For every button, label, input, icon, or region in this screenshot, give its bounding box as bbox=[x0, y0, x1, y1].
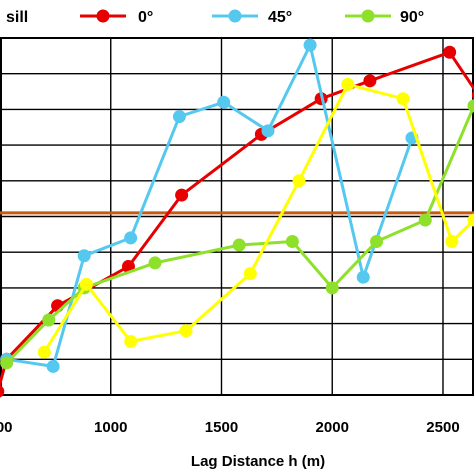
data-point bbox=[79, 277, 93, 291]
data-point bbox=[37, 345, 51, 359]
data-point bbox=[0, 385, 5, 398]
legend-swatch-marker bbox=[228, 9, 242, 23]
data-point bbox=[217, 95, 231, 109]
data-point bbox=[46, 359, 60, 373]
legend-label: 45° bbox=[268, 9, 292, 26]
data-point bbox=[356, 270, 370, 284]
x-tick-label: 2500 bbox=[426, 419, 459, 436]
x-axis-label: Lag Distance h (m) bbox=[191, 453, 325, 470]
data-point bbox=[325, 281, 339, 295]
data-point bbox=[0, 356, 14, 370]
data-point bbox=[341, 77, 355, 91]
data-point bbox=[471, 90, 474, 100]
legend: sill 0° 45° 90° bbox=[6, 9, 424, 26]
series-line bbox=[43, 82, 474, 353]
data-point bbox=[303, 38, 317, 52]
legend-label-sill: sill bbox=[6, 9, 28, 26]
x-tick-label: 500 bbox=[0, 419, 13, 436]
series-line bbox=[0, 50, 474, 390]
x-tick-label: 1000 bbox=[94, 419, 127, 436]
grid bbox=[0, 37, 474, 396]
data-point bbox=[285, 234, 299, 248]
data-point bbox=[467, 213, 474, 227]
legend-label: 90° bbox=[400, 9, 424, 26]
data-point bbox=[175, 188, 189, 202]
data-point bbox=[77, 249, 91, 263]
legend-swatch-marker bbox=[361, 9, 375, 23]
data-point bbox=[370, 234, 384, 248]
data-point bbox=[396, 92, 410, 106]
x-tick-labels: 500 1000 1500 2000 2500 bbox=[0, 419, 460, 436]
series-1 bbox=[0, 45, 474, 398]
data-point bbox=[467, 99, 474, 113]
data-point bbox=[148, 256, 162, 270]
series-line bbox=[5, 105, 474, 364]
legend-entry-1: 0° bbox=[80, 9, 153, 26]
legend-entry-2: 45° bbox=[212, 9, 292, 26]
data-point bbox=[124, 231, 138, 245]
series-layer bbox=[0, 38, 474, 398]
data-point bbox=[232, 238, 246, 252]
data-point bbox=[243, 267, 257, 281]
data-point bbox=[418, 213, 432, 227]
legend-entry-3: 90° bbox=[345, 9, 424, 26]
data-point bbox=[363, 74, 377, 88]
data-point bbox=[42, 313, 56, 327]
legend-swatch-marker bbox=[96, 9, 110, 23]
data-point bbox=[443, 45, 457, 59]
series-line bbox=[6, 43, 414, 368]
series-4 bbox=[37, 77, 474, 359]
x-tick-label: 2000 bbox=[316, 419, 349, 436]
data-point bbox=[172, 110, 186, 124]
data-point bbox=[124, 334, 138, 348]
data-point bbox=[261, 124, 275, 138]
data-point bbox=[445, 234, 459, 248]
data-point bbox=[292, 174, 306, 188]
x-tick-label: 1500 bbox=[205, 419, 238, 436]
series-3 bbox=[0, 99, 474, 370]
legend-label: 0° bbox=[138, 9, 153, 26]
data-point bbox=[179, 324, 193, 338]
